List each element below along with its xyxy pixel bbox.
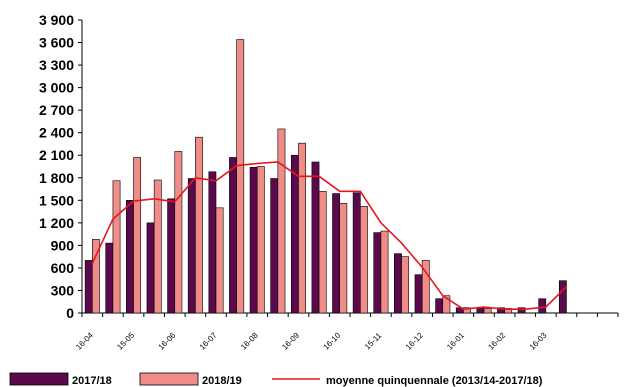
y-tick-label: 1 500 [39,192,74,208]
bar-2018-19 [215,207,224,314]
bar-2017-18 [187,178,196,314]
x-tick-label: 16-01 [445,330,466,351]
bar-2018-19 [442,295,451,314]
bar-2017-18 [517,307,526,314]
legend: 2017/18 2018/19 moyenne quinquennale (20… [9,372,543,387]
y-tick-label: 0 [66,305,74,321]
bar-2018-19 [483,308,492,314]
y-tick-label: 2 700 [39,102,74,118]
legend-label-average: moyenne quinquennale (2013/14-2017/18) [326,375,543,387]
y-tick-label: 3 600 [39,35,74,51]
y-tick-label: 300 [51,282,75,298]
bar-2017-18 [270,178,279,314]
x-tick-label: 16-09 [280,330,301,351]
bar-2017-18 [476,307,485,314]
legend-swatch-2017-18 [9,372,69,386]
x-tick-label: 16-02 [486,330,507,351]
bar-2017-18 [311,161,320,314]
bar-2017-18 [394,253,402,314]
bar-2017-18 [105,242,114,314]
bar-2017-18 [373,232,382,314]
bar-2018-19 [463,307,471,314]
bar-2017-18 [414,274,423,314]
bar-2017-18 [352,192,361,314]
bar-2017-18 [249,166,258,314]
y-tick-label: 1 800 [39,170,74,186]
bar-2018-19 [195,136,203,314]
y-tick-label: 600 [51,260,75,276]
bar-2018-19 [401,256,410,314]
y-tick-label: 900 [51,237,75,253]
x-tick-label: 16-04 [74,330,95,351]
bar-2018-19 [421,260,430,314]
bar-2017-18 [538,298,547,314]
bar-2017-18 [84,260,93,314]
bar-2018-19 [380,230,389,314]
legend-label-2018-19: 2018/19 [202,375,242,387]
bar-2017-18 [290,154,299,314]
bar-2018-19 [133,157,142,314]
bar-2017-18 [229,157,237,314]
bars [84,39,567,314]
bar-2017-18 [208,171,217,314]
bar-2018-19 [339,203,348,314]
y-tick-label: 1 200 [39,215,74,231]
bar-2018-19 [153,179,162,314]
bar-2017-18 [146,222,155,314]
bar-2018-19 [236,39,245,314]
bar-2017-18 [435,298,444,314]
bar-2018-19 [360,206,368,314]
bar-2017-18 [332,193,340,314]
y-tick-label: 2 400 [39,125,74,141]
bar-2017-18 [167,198,176,314]
y-tick-label: 2 100 [39,147,74,163]
y-tick-label: 3 900 [39,12,74,28]
x-tick-label: 16-07 [198,330,219,351]
x-tick-label: 16-10 [322,330,343,351]
bar-2017-18 [558,280,567,314]
bar-2018-19 [92,239,100,314]
x-tick-label: 15-05 [115,330,136,351]
legend-swatch-2018-19 [139,372,199,386]
bar-2018-19 [174,151,183,314]
x-tick-label: 16-03 [528,330,549,351]
x-tick-label: 16-12 [404,330,425,351]
bar-2018-19 [256,166,265,314]
x-tick-label: 16-08 [239,330,260,351]
average-line [91,161,568,311]
bar-2018-19 [112,180,121,314]
x-tick-label: 16-06 [157,330,178,351]
average-series-line [91,161,568,311]
bar-2018-19 [277,128,286,314]
y-tick-label: 3 000 [39,80,74,96]
bar-2017-18 [126,200,134,314]
bar-2018-19 [298,142,306,314]
x-tick-label: 15-11 [363,331,384,352]
y-tick-label: 3 300 [39,57,74,73]
legend-label-2017-18: 2017/18 [72,375,112,387]
bar-2018-19 [318,190,327,314]
